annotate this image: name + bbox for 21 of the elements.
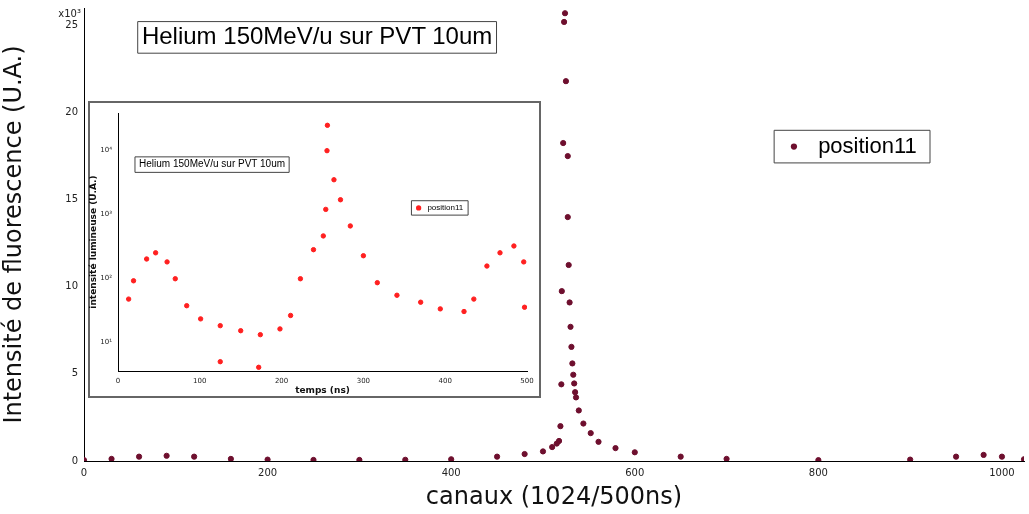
text: position11 [427,203,464,213]
y-tick-label: 25 [65,19,78,31]
y-axis-title: Intensité de fluorescence (U.A.) [0,45,27,424]
y-tick-label: 0 [71,454,78,466]
y-axis-title: intensité lumineuse (U.A.) [87,175,98,309]
x-axis-title: canaux (1024/500ns) [425,481,683,510]
text: x10³ [58,8,81,20]
y-tick-label: 20 [65,106,78,118]
x-tick-label: 800 [808,466,828,478]
y-tick-label: 15 [65,193,78,205]
y-tick-label: 10 [65,280,78,292]
x-tick-label: 400 [441,466,461,478]
text: Helium 150MeV/u sur PVT 10um [139,158,286,170]
x-tick-label: 0 [80,466,88,478]
x-tick-label: 200 [258,466,278,478]
x-axis-title: temps (ns) [295,384,350,395]
x-tick-label: 600 [625,466,645,478]
text: Helium 150MeV/u sur PVT 10um [141,22,493,50]
x-tick-label: 1000 [989,466,1015,478]
legend-label: position11 [818,132,917,158]
y-tick-label: 5 [71,367,78,379]
